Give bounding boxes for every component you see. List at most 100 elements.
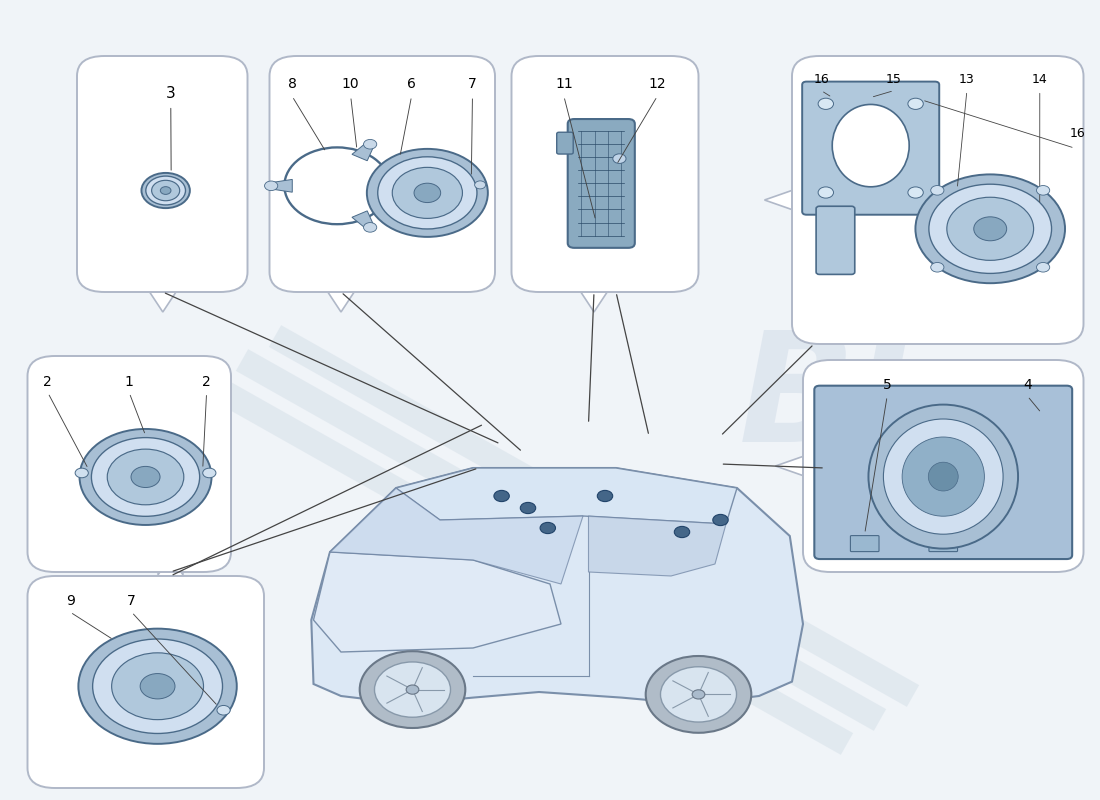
FancyBboxPatch shape [512, 56, 698, 292]
Text: 9: 9 [66, 594, 75, 609]
Circle shape [597, 490, 613, 502]
Circle shape [377, 157, 477, 229]
Ellipse shape [902, 437, 985, 516]
Text: 11: 11 [556, 78, 573, 91]
Text: 7: 7 [469, 78, 476, 91]
Circle shape [1036, 186, 1049, 195]
FancyBboxPatch shape [803, 360, 1084, 572]
Circle shape [974, 217, 1006, 241]
FancyBboxPatch shape [814, 386, 1072, 559]
FancyBboxPatch shape [77, 56, 248, 292]
Polygon shape [352, 142, 374, 161]
Circle shape [75, 468, 88, 478]
Text: 16: 16 [1070, 127, 1086, 140]
Ellipse shape [928, 462, 958, 491]
Text: 2: 2 [202, 375, 211, 389]
Circle shape [908, 187, 923, 198]
Text: 13: 13 [959, 73, 975, 86]
FancyBboxPatch shape [928, 536, 957, 552]
Text: a passion for parts since 1965: a passion for parts since 1965 [530, 565, 790, 683]
Text: 2: 2 [44, 375, 52, 389]
Polygon shape [314, 552, 561, 652]
Circle shape [928, 184, 1052, 274]
Circle shape [140, 674, 175, 699]
Text: 12: 12 [649, 78, 667, 91]
Circle shape [713, 514, 728, 526]
Polygon shape [157, 556, 184, 576]
Circle shape [931, 262, 944, 272]
Polygon shape [157, 572, 184, 592]
Circle shape [1036, 262, 1049, 272]
Circle shape [374, 662, 451, 718]
Circle shape [692, 690, 705, 699]
FancyBboxPatch shape [792, 56, 1084, 344]
Circle shape [474, 181, 485, 189]
FancyBboxPatch shape [270, 56, 495, 292]
Text: 7: 7 [128, 594, 136, 609]
Polygon shape [776, 456, 803, 475]
Polygon shape [352, 211, 374, 229]
Circle shape [360, 651, 465, 728]
Circle shape [818, 187, 834, 198]
Circle shape [818, 98, 834, 110]
Circle shape [540, 522, 556, 534]
FancyBboxPatch shape [850, 536, 879, 552]
FancyBboxPatch shape [568, 119, 635, 248]
Circle shape [646, 656, 751, 733]
Circle shape [79, 429, 211, 525]
Circle shape [92, 639, 222, 734]
Circle shape [947, 198, 1034, 260]
Circle shape [520, 502, 536, 514]
Circle shape [264, 181, 277, 190]
Circle shape [152, 180, 179, 201]
Polygon shape [330, 488, 583, 584]
Text: 8: 8 [287, 78, 297, 91]
Circle shape [161, 186, 170, 194]
Text: 4: 4 [1023, 378, 1032, 393]
Polygon shape [581, 292, 607, 312]
Text: 5: 5 [883, 378, 891, 393]
FancyBboxPatch shape [28, 576, 264, 788]
Circle shape [674, 526, 690, 538]
Circle shape [91, 438, 199, 516]
Ellipse shape [833, 105, 910, 187]
Circle shape [414, 183, 441, 202]
Text: 14: 14 [1032, 73, 1047, 86]
Circle shape [131, 466, 161, 487]
Circle shape [363, 222, 376, 232]
Polygon shape [588, 516, 726, 576]
Circle shape [142, 173, 190, 208]
Polygon shape [328, 292, 354, 312]
FancyBboxPatch shape [28, 356, 231, 572]
Circle shape [108, 449, 184, 505]
Polygon shape [271, 179, 293, 192]
Circle shape [78, 629, 236, 744]
Circle shape [908, 98, 923, 110]
Circle shape [660, 666, 737, 722]
Circle shape [217, 706, 230, 715]
Polygon shape [150, 292, 176, 312]
FancyBboxPatch shape [816, 206, 855, 274]
Text: 16: 16 [813, 73, 829, 86]
Circle shape [366, 149, 487, 237]
Circle shape [915, 174, 1065, 283]
Circle shape [494, 490, 509, 502]
Circle shape [363, 139, 376, 149]
FancyBboxPatch shape [802, 82, 939, 214]
Text: 1: 1 [124, 375, 134, 389]
Circle shape [406, 685, 419, 694]
Ellipse shape [868, 405, 1019, 549]
Circle shape [202, 468, 216, 478]
Circle shape [111, 653, 204, 720]
Text: 10: 10 [342, 78, 360, 91]
Polygon shape [764, 190, 792, 210]
Text: 15: 15 [887, 73, 902, 86]
Text: BI: BI [738, 326, 912, 474]
Circle shape [393, 167, 462, 218]
Text: 3: 3 [166, 86, 176, 102]
FancyBboxPatch shape [557, 132, 573, 154]
Circle shape [613, 154, 626, 163]
Circle shape [146, 176, 186, 205]
Text: 6: 6 [407, 78, 416, 91]
Ellipse shape [883, 419, 1003, 534]
